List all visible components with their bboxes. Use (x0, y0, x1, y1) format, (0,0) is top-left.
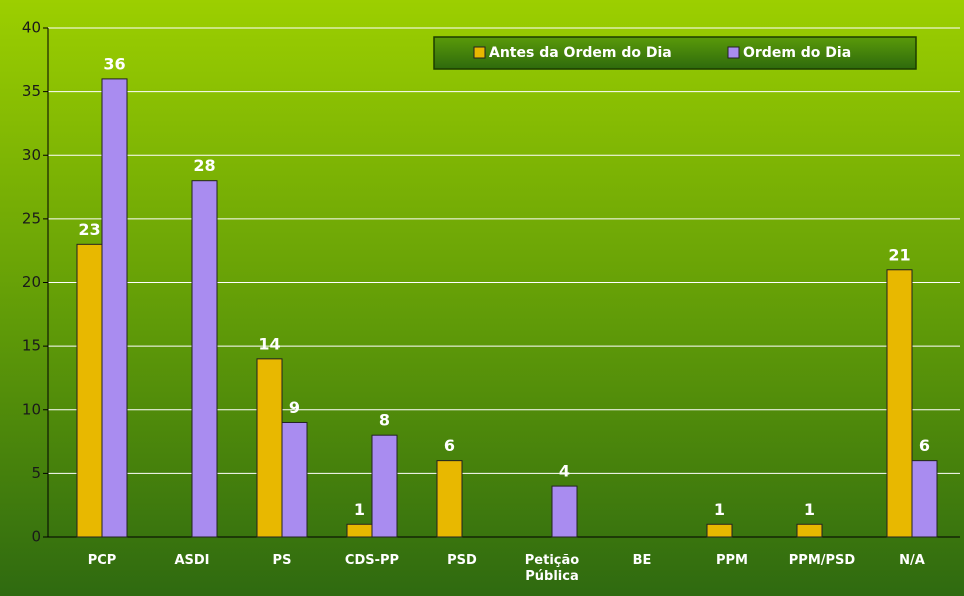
y-tick-label: 10 (22, 400, 41, 418)
data-label: 14 (258, 334, 280, 353)
data-label: 4 (559, 462, 570, 481)
bar (706, 523, 733, 538)
data-label: 9 (289, 398, 300, 417)
data-label: 28 (193, 156, 215, 175)
y-tick-label: 40 (22, 19, 41, 37)
x-tick-label: N/A (899, 553, 925, 568)
y-tick-label: 30 (22, 146, 41, 164)
bar (911, 460, 938, 538)
data-label: 36 (103, 54, 125, 73)
legend-label: Ordem do Dia (743, 45, 851, 61)
bar (256, 358, 283, 538)
x-tick-label: BE (632, 553, 652, 568)
data-label: 1 (804, 500, 815, 519)
y-tick-label: 25 (22, 209, 41, 227)
data-label: 21 (888, 245, 910, 264)
y-tick-label: 0 (31, 528, 41, 546)
bar (886, 269, 913, 538)
bar (191, 180, 218, 538)
data-label: 6 (919, 436, 930, 455)
x-tick-label: PPM/PSD (788, 553, 856, 568)
data-label: 1 (714, 500, 725, 519)
legend-swatch (473, 46, 486, 59)
legend-label: Antes da Ordem do Dia (489, 45, 672, 61)
legend-swatch (727, 46, 740, 59)
data-label: 1 (354, 500, 365, 519)
data-label: 8 (379, 411, 390, 430)
legend-box (433, 36, 917, 70)
bar (436, 460, 463, 538)
x-tick-label: Petição Pública (524, 553, 580, 584)
y-tick-label: 35 (22, 82, 41, 100)
y-tick-label: 15 (22, 337, 41, 355)
bar (551, 485, 578, 538)
bar (346, 523, 373, 538)
bar (371, 434, 398, 538)
x-tick-label: ASDI (174, 553, 210, 568)
bar (281, 421, 308, 538)
data-label: 6 (444, 436, 455, 455)
bar (76, 243, 103, 538)
bar (101, 78, 128, 538)
x-tick-label: PS (272, 553, 292, 568)
x-tick-label: PSD (447, 553, 477, 568)
y-tick-label: 5 (31, 464, 41, 482)
y-tick-label: 20 (22, 273, 41, 291)
bar (796, 523, 823, 538)
data-label: 23 (78, 220, 100, 239)
x-tick-label: CDS-PP (344, 553, 400, 568)
x-tick-label: PPM (716, 553, 748, 568)
x-tick-label: PCP (87, 553, 117, 568)
